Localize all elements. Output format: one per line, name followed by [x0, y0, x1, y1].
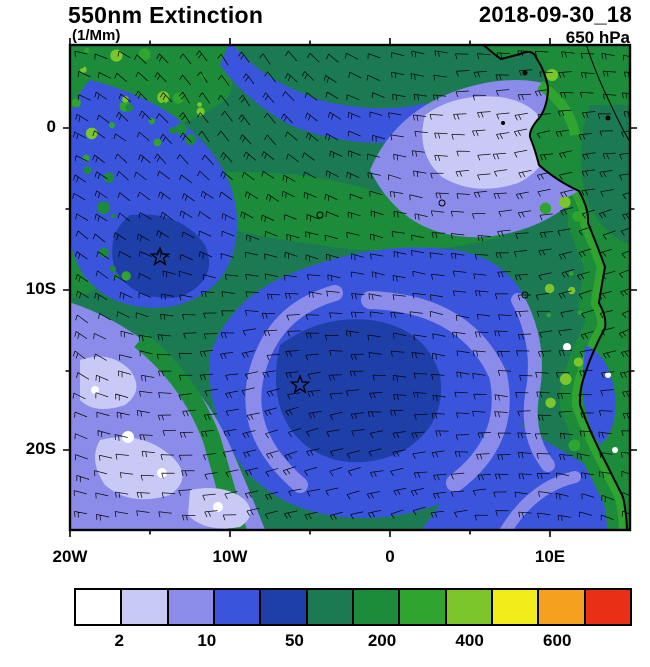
colorbar-cell [585, 590, 630, 624]
wind-barbs-layer [72, 50, 630, 522]
colorbar-tick-label: 10 [197, 631, 217, 650]
colorbar-cell [539, 590, 586, 624]
map-plot [63, 38, 637, 537]
colorbar-tick-label: 50 [284, 631, 304, 650]
island-marker [501, 121, 505, 125]
country-border [585, 45, 630, 143]
colorbar-labels: 2 10 50 200 400 600 [74, 631, 632, 653]
coastline [481, 45, 628, 530]
pressure-level: 650 hPa [565, 28, 630, 47]
colorbar-tick-label: 200 [367, 631, 397, 650]
star-marker [289, 374, 311, 394]
colorbar [74, 588, 632, 626]
x-tick-label: 20W [52, 547, 88, 566]
axis-ticks [63, 38, 637, 537]
colorbar-tick-label: 600 [543, 631, 572, 650]
island-marker [522, 70, 528, 76]
contour-field [70, 45, 630, 530]
colorbar-cell [168, 590, 215, 624]
valid-datetime: 2018-09-30_18 [478, 2, 632, 27]
point-marker [438, 199, 446, 207]
island-marker [605, 115, 611, 121]
point-marker [316, 211, 324, 219]
point-marker [521, 291, 529, 299]
colorbar-cell [446, 590, 493, 624]
colorbar-cell [214, 590, 262, 624]
markers-layer [149, 70, 611, 394]
colorbar-cell [492, 590, 540, 624]
colorbar-tick-label: 400 [455, 631, 484, 650]
star-marker [149, 246, 171, 266]
x-tick-label: 10E [534, 547, 566, 566]
plot-title: 550nm Extinction [68, 2, 264, 28]
colorbar-tick-label: 2 [114, 631, 124, 650]
x-tick-label: 10W [212, 547, 248, 566]
colorbar-cell [76, 590, 123, 624]
colorbar-cell [261, 590, 308, 624]
colorbar-cell [307, 590, 354, 624]
y-tick-label: 20S [25, 439, 56, 458]
colorbar-cell [400, 590, 447, 624]
colorbar-cell [122, 590, 169, 624]
y-tick-label: 0 [46, 117, 56, 136]
x-tick-label: 0 [385, 547, 395, 566]
colorbar-cell [353, 590, 401, 624]
y-tick-label: 10S [25, 279, 56, 298]
plot-units: (1/Mm) [72, 27, 121, 44]
plot-frame [68, 43, 632, 532]
